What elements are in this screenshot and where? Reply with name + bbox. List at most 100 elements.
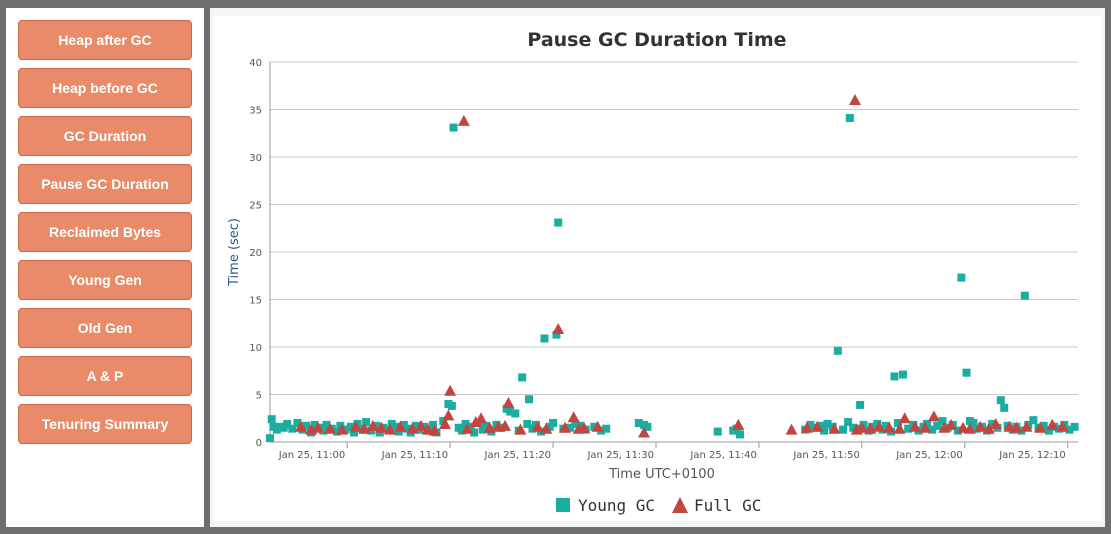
young-gc-point[interactable] — [1044, 426, 1053, 435]
young-gc-point[interactable] — [449, 123, 458, 132]
full-gc-point[interactable] — [637, 426, 650, 438]
young-gc-point[interactable] — [923, 419, 932, 428]
full-gc-point[interactable] — [358, 422, 371, 434]
young-gc-point[interactable] — [969, 419, 978, 427]
full-gc-point[interactable] — [800, 421, 813, 433]
young-gc-point[interactable] — [267, 415, 276, 424]
young-gc-point[interactable] — [336, 421, 345, 430]
full-gc-point[interactable] — [384, 423, 397, 435]
young-gc-point[interactable] — [322, 420, 331, 429]
young-gc-point[interactable] — [428, 420, 437, 429]
full-gc-point[interactable] — [938, 421, 951, 433]
heap-before-gc-button[interactable]: Heap before GC — [18, 68, 192, 108]
full-gc-point[interactable] — [552, 322, 565, 334]
young-gc-point[interactable] — [904, 424, 913, 433]
full-gc-point[interactable] — [375, 421, 388, 433]
full-gc-point[interactable] — [567, 411, 580, 423]
full-gc-point[interactable] — [848, 94, 861, 105]
heap-after-gc-button[interactable]: Heap after GC — [18, 20, 192, 60]
full-gc-point[interactable] — [559, 421, 572, 433]
young-gc-point[interactable] — [458, 426, 467, 435]
young-gc-point[interactable] — [362, 418, 371, 427]
young-gc-point[interactable] — [928, 425, 937, 434]
full-gc-point[interactable] — [898, 412, 911, 424]
full-gc-point[interactable] — [475, 412, 488, 424]
full-gc-point[interactable] — [919, 421, 932, 433]
young-gc-point[interactable] — [643, 422, 652, 431]
full-gc-point[interactable] — [909, 420, 922, 432]
full-gc-point[interactable] — [732, 418, 745, 430]
young-gc-point[interactable] — [957, 273, 966, 282]
reclaimed-bytes-button[interactable]: Reclaimed Bytes — [18, 212, 192, 252]
full-gc-point[interactable] — [1046, 418, 1059, 430]
full-gc-point[interactable] — [577, 421, 590, 433]
young-gc-point[interactable] — [350, 428, 359, 437]
young-gc-point[interactable] — [549, 419, 558, 427]
full-gc-point[interactable] — [406, 422, 419, 434]
pause-gc-duration-button[interactable]: Pause GC Duration — [18, 164, 192, 204]
young-gc-point[interactable] — [938, 417, 947, 426]
full-gc-point[interactable] — [469, 416, 482, 428]
legend-full-gc-label[interactable]: Full GC — [694, 496, 761, 515]
young-gc-point[interactable] — [302, 421, 311, 430]
a-and-p-button[interactable]: A & P — [18, 356, 192, 396]
young-gc-point[interactable] — [845, 114, 854, 123]
full-gc-point[interactable] — [1020, 420, 1033, 432]
full-gc-point[interactable] — [312, 421, 325, 433]
young-gc-point[interactable] — [856, 400, 865, 409]
full-gc-point[interactable] — [438, 417, 451, 429]
legend-young-gc-label[interactable]: Young GC — [578, 496, 655, 515]
young-gc-point[interactable] — [881, 421, 890, 430]
full-gc-point[interactable] — [873, 420, 886, 432]
full-gc-point[interactable] — [531, 420, 544, 432]
young-gc-point[interactable] — [1065, 425, 1074, 434]
full-gc-point[interactable] — [514, 423, 527, 435]
full-gc-point[interactable] — [989, 417, 1002, 429]
young-gc-point[interactable] — [319, 426, 328, 435]
young-gc-point[interactable] — [552, 330, 561, 339]
full-gc-point[interactable] — [294, 420, 307, 432]
young-gc-point[interactable] — [849, 423, 858, 432]
full-gc-point[interactable] — [785, 423, 798, 435]
young-gc-point[interactable] — [346, 422, 355, 431]
young-gc-point[interactable] — [713, 427, 722, 436]
young-gc-point[interactable] — [590, 422, 599, 431]
young-gc-point[interactable] — [283, 419, 292, 428]
young-gc-point[interactable] — [470, 428, 479, 437]
young-gc-point[interactable] — [1020, 291, 1029, 300]
young-gc-point[interactable] — [833, 346, 842, 355]
full-gc-point[interactable] — [1034, 421, 1047, 433]
full-gc-point[interactable] — [963, 422, 976, 434]
young-gen-button[interactable]: Young Gen — [18, 260, 192, 300]
young-gc-point[interactable] — [736, 430, 745, 439]
young-gc-point[interactable] — [893, 419, 902, 427]
young-gc-point[interactable] — [844, 418, 853, 427]
young-gc-point[interactable] — [1039, 421, 1048, 430]
young-gc-point[interactable] — [511, 409, 520, 418]
full-gc-point[interactable] — [444, 384, 457, 396]
young-gc-point[interactable] — [823, 419, 832, 428]
young-gc-point[interactable] — [266, 434, 274, 443]
young-gc-point[interactable] — [310, 420, 319, 429]
full-gc-point[interactable] — [945, 418, 958, 430]
young-gc-point[interactable] — [1029, 416, 1038, 425]
young-gc-point[interactable] — [525, 395, 534, 404]
young-gc-point[interactable] — [293, 419, 302, 427]
young-gc-point[interactable] — [571, 419, 580, 428]
full-gc-point[interactable] — [502, 397, 515, 409]
young-gc-point[interactable] — [634, 419, 643, 427]
full-gc-point[interactable] — [349, 420, 362, 432]
full-gc-point[interactable] — [540, 422, 553, 434]
young-gc-point[interactable] — [816, 421, 825, 430]
young-gc-point[interactable] — [953, 426, 962, 435]
full-gc-point[interactable] — [1056, 420, 1069, 432]
young-gc-point[interactable] — [372, 421, 381, 430]
young-gc-point[interactable] — [933, 421, 942, 430]
full-gc-point[interactable] — [324, 422, 337, 434]
full-gc-point[interactable] — [483, 421, 496, 433]
young-gc-point[interactable] — [447, 401, 456, 410]
full-gc-point[interactable] — [982, 422, 995, 434]
young-gc-point[interactable] — [1070, 422, 1079, 431]
young-gc-point[interactable] — [506, 407, 515, 416]
young-gc-point[interactable] — [540, 334, 549, 343]
